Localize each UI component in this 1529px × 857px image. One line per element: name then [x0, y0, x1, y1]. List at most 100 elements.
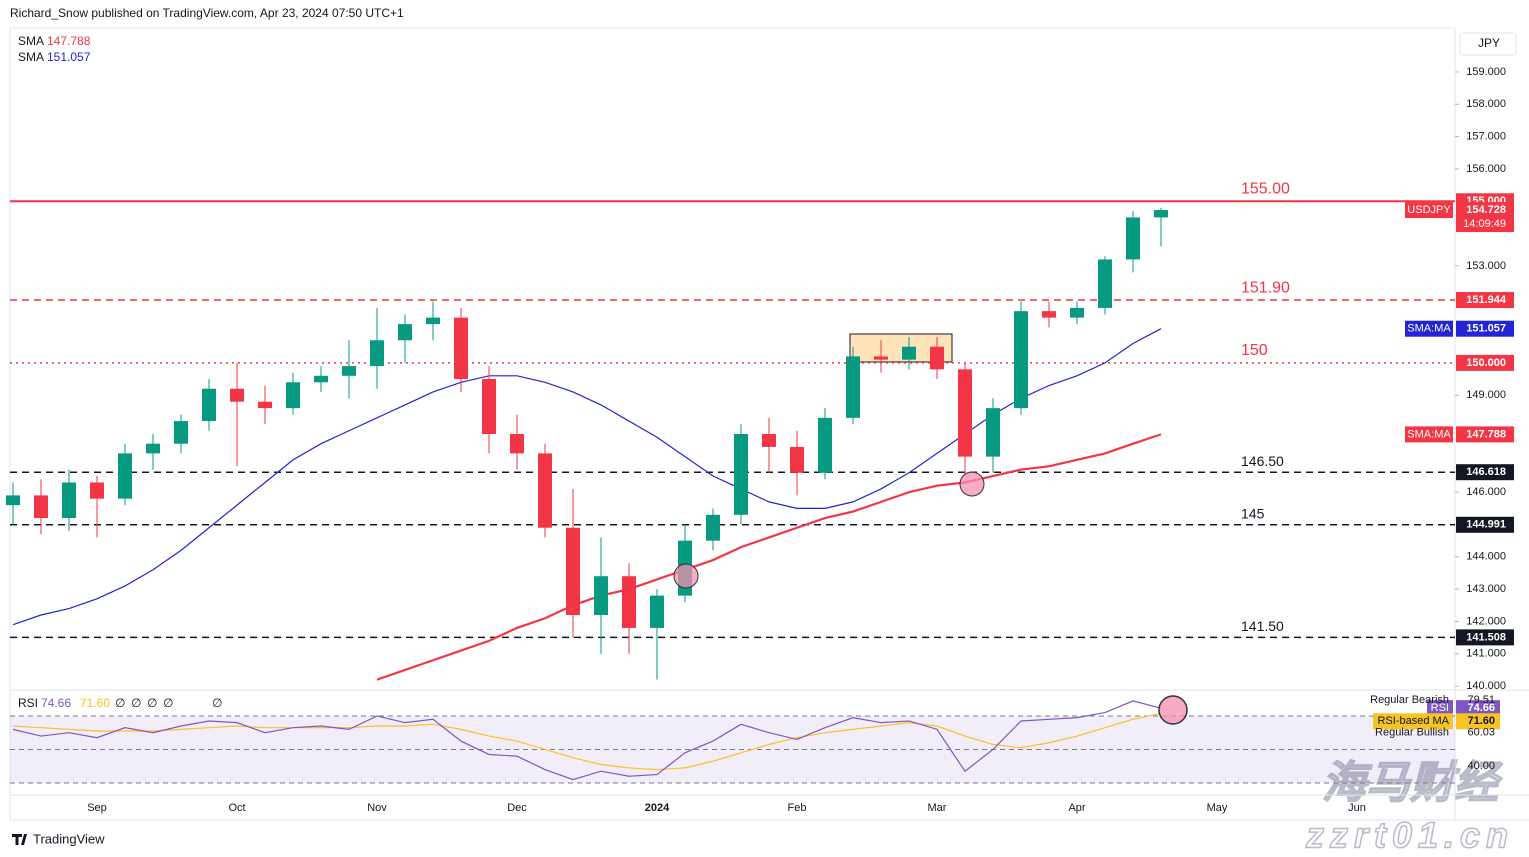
level-badge-label: 141.508 [1466, 631, 1506, 643]
candle-body [1126, 217, 1140, 260]
rsi-legend-value: 71.60 [80, 696, 110, 710]
y-tick-label: 156.000 [1466, 163, 1506, 175]
watermark: 海马财经 zzrt01.cn [1304, 758, 1514, 856]
candle-body [286, 382, 300, 409]
rsi-tick-label: 40.00 [1467, 760, 1495, 772]
legend-name: SMA [18, 34, 44, 48]
currency[interactable]: JPY [1478, 36, 1500, 50]
candle-body [1042, 311, 1056, 318]
symbol-badge [1405, 202, 1453, 219]
legend: SMA 147.788 SMA 151.057 RSI 74.66 71.60 … [18, 34, 222, 710]
rsi-legend-extra: ∅ [147, 696, 157, 710]
candle-body [202, 388, 216, 422]
sma-badge-label: SMA:MA [1407, 323, 1451, 335]
candle-body [874, 356, 888, 360]
candle-body [762, 433, 776, 447]
candle-body [510, 433, 524, 454]
x-tick-label: Sep [87, 802, 107, 814]
level-annotation: 146.50 [1241, 453, 1284, 469]
candle-body [1154, 210, 1168, 218]
x-tick-label: May [1207, 802, 1228, 814]
sma-value-label: 147.788 [1466, 428, 1506, 440]
legend-value: 147.788 [47, 34, 91, 48]
candle-body [790, 446, 804, 473]
rsi-legend-extra: ∅ [131, 696, 141, 710]
candle-body [1098, 259, 1112, 308]
rsi-name-badge [1427, 700, 1453, 717]
candle-body [118, 453, 132, 499]
series-line [376, 433, 1162, 681]
level-annotation: 155.00 [1241, 180, 1290, 197]
price-badge-label: 154.728 [1466, 204, 1506, 216]
sma-value-badge [1456, 320, 1514, 337]
candle-body [174, 421, 188, 444]
candle-body [34, 495, 48, 519]
brand-logo [12, 834, 27, 845]
price-badge [1456, 202, 1514, 233]
x-tick-label: Mar [928, 802, 947, 814]
level-annotation: 145 [1241, 505, 1265, 521]
highlight-circle [959, 471, 985, 497]
watermark-url: zzrt01.cn [1305, 815, 1514, 856]
rsi-legend-extra: ∅ [115, 696, 125, 710]
y-tick-label: 159.000 [1466, 66, 1506, 78]
candle-body [622, 576, 636, 628]
y-tick-label: 158.000 [1466, 98, 1506, 110]
candle-body [342, 366, 356, 376]
candle-body [734, 433, 748, 515]
brand-name: TradingView [33, 831, 105, 846]
level-badge-label: 151.944 [1466, 294, 1507, 306]
rsi-value-label: 71.60 [1467, 715, 1495, 727]
divergence-name: Regular Bullish [1375, 727, 1449, 739]
candle-body [538, 453, 552, 528]
publisher-line: Richard_Snow published on TradingView.co… [10, 6, 404, 20]
legend-value: 151.057 [47, 50, 91, 64]
symbol-badge-label: USDJPY [1407, 204, 1451, 216]
rsi-name-label: RSI-based MA [1377, 715, 1449, 727]
x-tick-label: Nov [367, 802, 387, 814]
rsi-legend-name: RSI [18, 696, 38, 710]
countdown: 14:09:49 [1463, 218, 1506, 230]
y-tick-label: 153.000 [1466, 260, 1506, 272]
divergence-value: 79.51 [1467, 694, 1495, 706]
sma-value-label: 151.057 [1466, 323, 1506, 335]
candle-body [1014, 311, 1028, 409]
candle-body [90, 482, 104, 499]
sma-badge-label: SMA:MA [1407, 428, 1451, 440]
rsi-value-badge [1456, 700, 1500, 717]
x-tick-label: Oct [228, 802, 245, 814]
candle-body [454, 317, 468, 380]
candle-body [62, 482, 76, 519]
level-badge-label: 150.000 [1466, 357, 1506, 369]
x-tick-label: Apr [1068, 802, 1085, 814]
y-tick-label: 142.000 [1466, 615, 1506, 627]
series-line [12, 700, 1162, 781]
candle-body [650, 595, 664, 628]
candle-body [986, 408, 1000, 457]
level-badge-label: 146.618 [1466, 466, 1506, 478]
x-tick-label: Feb [788, 802, 807, 814]
x-tick-label: 2024 [645, 802, 670, 814]
y-tick-label: 149.000 [1466, 389, 1506, 401]
series-line [12, 712, 1162, 771]
y-tick-label: 143.000 [1466, 583, 1506, 595]
candle-body [818, 417, 832, 473]
y-tick-label: 144.000 [1466, 551, 1506, 563]
y-tick-label: 141.000 [1466, 648, 1506, 660]
candle-body [594, 576, 608, 616]
legend-name: SMA [18, 50, 44, 64]
divergence-value: 60.03 [1467, 727, 1495, 739]
candle-body [1070, 307, 1084, 318]
rsi-legend-value: 74.66 [41, 696, 71, 710]
highlight-circle [673, 563, 699, 589]
candle-body [930, 346, 944, 370]
currency-button[interactable] [1459, 32, 1517, 56]
rsi-value-badge [1456, 713, 1500, 730]
x-tick-label: Jun [1348, 802, 1366, 814]
rsi-name-label: RSI [1431, 702, 1449, 714]
candle-body [146, 443, 160, 454]
y-tick-label: 157.000 [1466, 131, 1506, 143]
candle-body [482, 379, 496, 434]
rsi-name-badge [1373, 713, 1453, 730]
